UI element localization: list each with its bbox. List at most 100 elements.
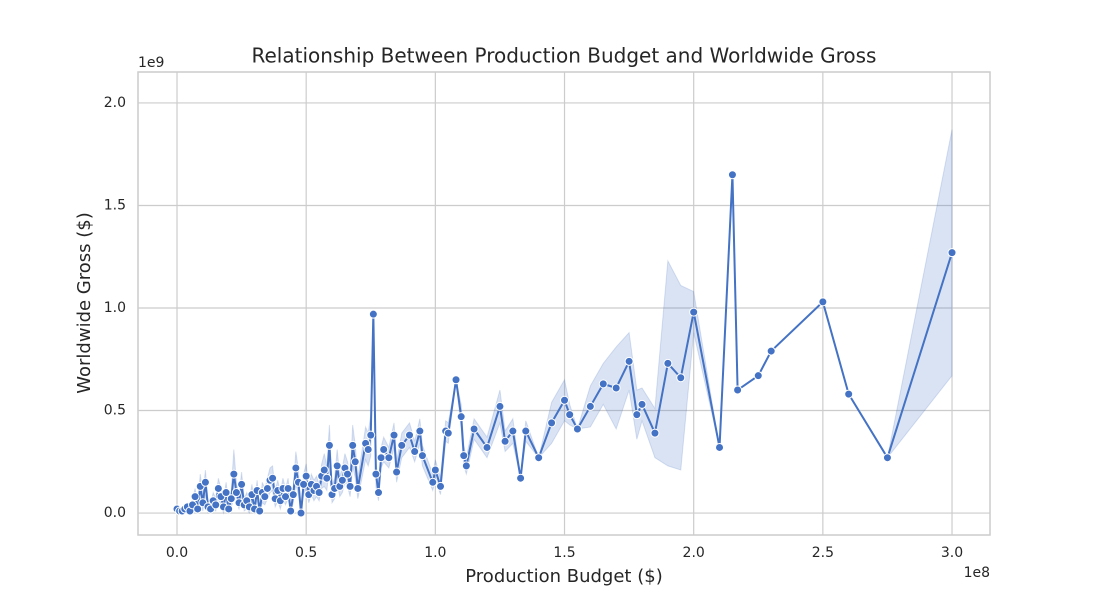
point (343, 469, 353, 479)
point (624, 356, 634, 366)
point (384, 453, 394, 463)
point (397, 440, 407, 450)
point (766, 346, 776, 356)
point (598, 379, 608, 389)
point (231, 488, 241, 498)
point (366, 430, 376, 440)
point (495, 401, 505, 411)
point (211, 500, 221, 510)
point (500, 436, 510, 446)
point (844, 389, 854, 399)
point (456, 412, 466, 422)
point (560, 395, 570, 405)
point (348, 440, 358, 450)
y-tick-label: 2.0 (104, 95, 126, 111)
point (314, 488, 324, 498)
point (350, 457, 360, 467)
x-tick-label: 2.0 (683, 545, 705, 561)
point (226, 494, 236, 504)
point (371, 469, 381, 479)
point (262, 483, 272, 493)
x-tick-label: 1.0 (424, 545, 446, 561)
point (376, 453, 386, 463)
point (459, 451, 469, 461)
point (572, 424, 582, 434)
y-tick-label: 1.0 (104, 300, 126, 316)
point (637, 399, 647, 409)
point (689, 307, 699, 317)
point (288, 490, 298, 500)
point (508, 426, 518, 436)
point (319, 465, 329, 475)
point (521, 426, 531, 436)
point (283, 483, 293, 493)
point (436, 481, 446, 491)
point (650, 428, 660, 438)
point (676, 373, 686, 383)
point (405, 430, 415, 440)
point (663, 358, 673, 368)
point (882, 453, 892, 463)
y-offset-label: 1e9 (138, 55, 164, 71)
point (332, 461, 342, 471)
point (224, 504, 234, 514)
point (410, 447, 420, 457)
point (281, 492, 291, 502)
point (213, 483, 223, 493)
point (299, 479, 309, 489)
point (324, 440, 334, 450)
x-offset-label: 1e8 (964, 565, 990, 581)
point (374, 488, 384, 498)
y-tick-label: 0.0 (104, 505, 126, 521)
point (193, 504, 203, 514)
y-tick-label: 1.5 (104, 197, 126, 213)
point (237, 479, 247, 489)
point (286, 506, 296, 516)
point (301, 471, 311, 481)
point (190, 492, 200, 502)
point (632, 410, 642, 420)
chart-title: Relationship Between Production Budget a… (252, 44, 877, 68)
point (345, 481, 355, 491)
point (200, 477, 210, 487)
point (415, 426, 425, 436)
point (392, 467, 402, 477)
point (516, 473, 526, 483)
point (337, 475, 347, 485)
point (947, 248, 957, 258)
x-axis-label: Production Budget ($) (465, 566, 662, 587)
point (322, 473, 332, 483)
plot-frame (137, 71, 991, 536)
point (715, 442, 725, 452)
point (229, 469, 239, 479)
point (753, 371, 763, 381)
point (611, 383, 621, 393)
point (430, 465, 440, 475)
point (585, 401, 595, 411)
point (469, 424, 479, 434)
x-tick-label: 0.5 (295, 545, 317, 561)
point (379, 444, 389, 454)
y-axis-label: Worldwide Gross ($) (74, 212, 95, 393)
point (534, 453, 544, 463)
point (291, 463, 301, 473)
y-tick-label: 0.5 (104, 403, 126, 419)
point (389, 430, 399, 440)
point (260, 492, 270, 502)
point (547, 418, 557, 428)
point (451, 375, 461, 385)
point (443, 428, 453, 438)
point (482, 442, 492, 452)
x-tick-label: 0.0 (166, 545, 188, 561)
point (353, 483, 363, 493)
x-tick-label: 2.5 (812, 545, 834, 561)
point (296, 508, 306, 518)
point (255, 506, 265, 516)
point (268, 473, 278, 483)
point (368, 309, 378, 319)
point (461, 461, 471, 471)
x-tick-label: 1.5 (553, 545, 575, 561)
x-tick-label: 3.0 (941, 545, 963, 561)
